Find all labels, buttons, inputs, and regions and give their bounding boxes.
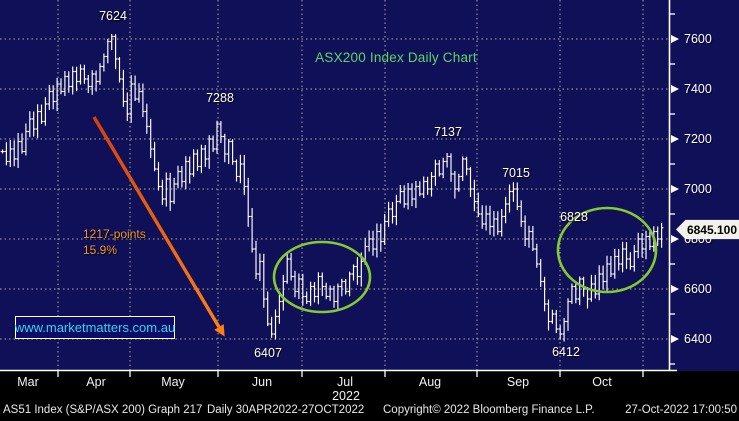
- decline-percent-label: 15.9%: [83, 243, 118, 257]
- y-axis-label-7600: 7600: [684, 32, 712, 46]
- statusbar-date-range: Daily 30APR2022-27OCT2022: [207, 404, 365, 416]
- downtrend-arrow-icon: [92, 116, 221, 328]
- tick-arrow-icon: [671, 335, 679, 343]
- point-label-7288: 7288: [206, 91, 234, 105]
- x-axis-label-may: May: [161, 375, 185, 389]
- point-label-6412: 6412: [552, 345, 580, 359]
- point-label-7624: 7624: [99, 9, 127, 23]
- downtrend-arrowhead-icon: [214, 324, 225, 337]
- statusbar-timestamp: 27-Oct-2022 17:00:50: [625, 404, 737, 416]
- chart-title: ASX200 Index Daily Chart: [315, 50, 477, 65]
- price-bars: [0, 34, 664, 342]
- footer-band: [0, 371, 739, 421]
- x-axis-label-sep: Sep: [506, 375, 530, 389]
- x-axis-label-mar: Mar: [17, 375, 39, 389]
- tick-arrow-icon: [671, 235, 679, 243]
- statusbar-copyright: Copyright© 2022 Bloomberg Finance L.P.: [383, 404, 595, 416]
- tick-arrow-icon: [671, 85, 679, 93]
- marketmatters-link[interactable]: www.marketmatters.com.au: [15, 316, 175, 339]
- point-label-6407: 6407: [254, 346, 282, 360]
- y-axis-label-7000: 7000: [684, 182, 712, 196]
- highlight-ellipse-icon: [556, 206, 658, 294]
- highlight-ellipse-icon: [272, 240, 372, 314]
- y-axis-label-6600: 6600: [684, 282, 712, 296]
- tick-arrow-icon: [671, 185, 679, 193]
- last-price-tag: 6845.100: [676, 219, 739, 240]
- tick-arrow-icon: [671, 35, 679, 43]
- y-axis-label-6400: 6400: [684, 332, 712, 346]
- tick-arrow-icon: [671, 135, 679, 143]
- x-axis-label-oct: Oct: [592, 375, 612, 389]
- y-axis-label-7200: 7200: [684, 132, 712, 146]
- statusbar-ticker-info: AS51 Index (S&P/ASX 200) Graph 217: [3, 404, 203, 416]
- x-axis-label-apr: Apr: [86, 375, 106, 389]
- point-label-7137: 7137: [434, 125, 462, 139]
- point-label-6828: 6828: [560, 210, 588, 224]
- tick-arrow-icon: [671, 285, 679, 293]
- point-label-7015: 7015: [502, 166, 530, 180]
- x-axis-label-jul: Jul: [337, 375, 353, 389]
- decline-annotation: 1217-points 15.9%: [83, 226, 146, 258]
- x-axis-year-label: 2022: [332, 389, 360, 403]
- y-axis-label-7400: 7400: [684, 82, 712, 96]
- x-axis-label-aug: Aug: [418, 375, 442, 389]
- decline-points-label: 1217-points: [83, 227, 146, 241]
- x-axis-label-jun: Jun: [251, 375, 273, 389]
